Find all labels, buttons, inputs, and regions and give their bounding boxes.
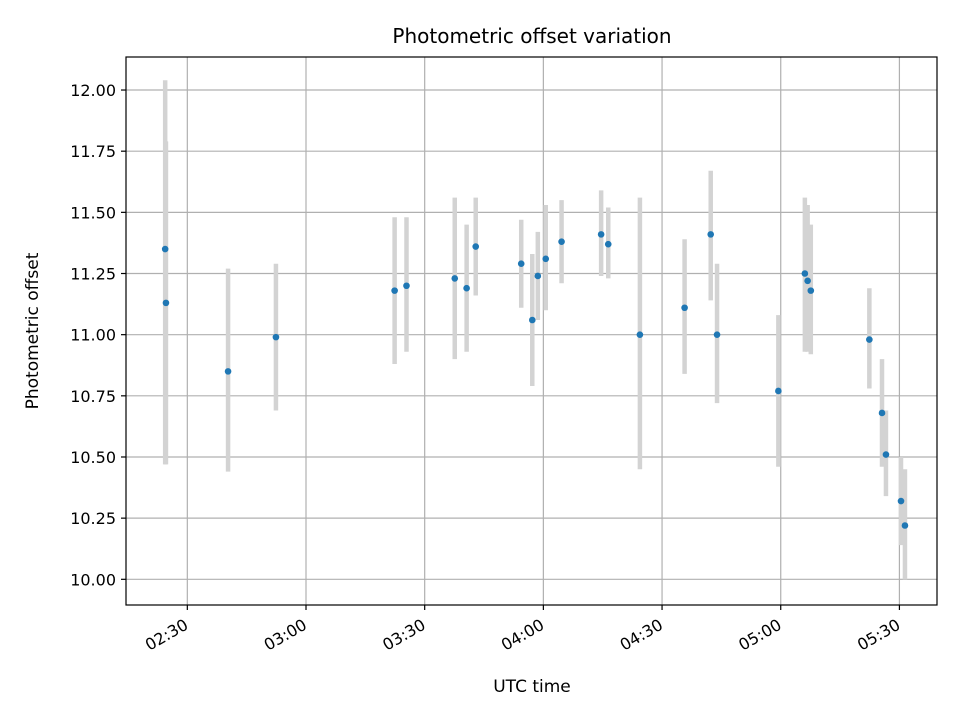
data-point [804,277,811,285]
x-axis-label: UTC time [493,677,571,697]
data-point [558,238,565,246]
y-tick-label: 11.00 [70,326,116,345]
data-point [391,287,398,294]
y-tick-label: 10.50 [70,448,116,467]
data-point [224,368,232,375]
data-point [528,316,536,324]
data-point [807,287,815,294]
data-point [463,284,470,292]
data-point [681,304,688,312]
y-axis-ticks: 10.00 10.25 10.50 10.75 11.00 11.25 11.50 11.75… [70,81,126,589]
data-point [775,387,782,395]
data-point [597,231,605,238]
y-tick-label: 11.50 [70,203,116,222]
data-point [472,243,480,250]
y-tick-label: 10.75 [70,387,116,406]
plot-frame [125,56,938,606]
y-tick-label: 10.25 [70,509,116,528]
data-point [801,270,809,277]
data-point [451,275,459,282]
y-tick-label: 10.00 [70,570,116,589]
data-point [713,331,721,338]
data-point [878,409,886,417]
data-point [604,240,612,248]
data-point [897,497,905,505]
data-point [534,272,542,280]
data-point [161,245,169,253]
data-point [882,451,890,458]
chart-title: Photometric offset variation [392,24,671,48]
data-point [272,333,280,341]
data-point [542,255,550,263]
data-point [901,522,909,529]
y-tick-label: 11.25 [70,265,116,284]
y-axis-label: Photometric offset [23,252,43,409]
data-point [636,331,644,338]
data-point [517,260,525,268]
data-point [162,299,170,307]
y-tick-label: 11.75 [70,142,116,161]
data-point [866,336,873,343]
data-markers [161,231,909,529]
y-tick-label: 12.00 [70,81,116,100]
data-point [707,231,715,238]
data-point [403,282,410,290]
